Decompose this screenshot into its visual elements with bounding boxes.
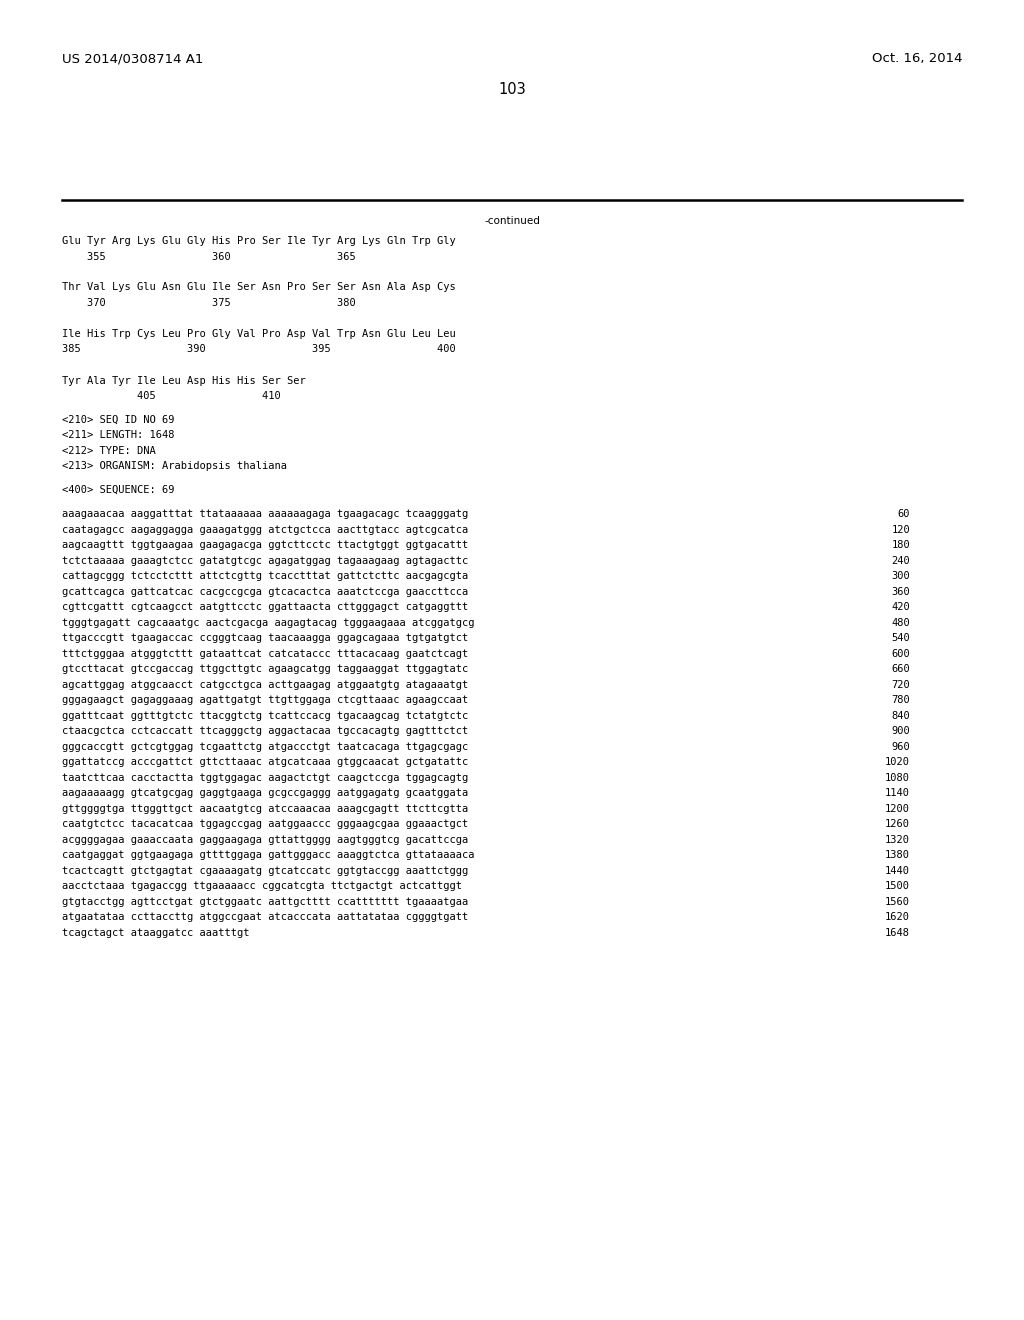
Text: aagcaagttt tggtgaagaa gaagagacga ggtcttcctc ttactgtggt ggtgacattt: aagcaagttt tggtgaagaa gaagagacga ggtcttc… <box>62 540 468 550</box>
Text: ctaacgctca cctcaccatt ttcagggctg aggactacaa tgccacagtg gagtttctct: ctaacgctca cctcaccatt ttcagggctg aggacta… <box>62 726 468 737</box>
Text: <400> SEQUENCE: 69: <400> SEQUENCE: 69 <box>62 484 174 495</box>
Text: gggcaccgtt gctcgtggag tcgaattctg atgaccctgt taatcacaga ttgagcgagc: gggcaccgtt gctcgtggag tcgaattctg atgaccc… <box>62 742 468 752</box>
Text: 1440: 1440 <box>885 866 910 875</box>
Text: 1200: 1200 <box>885 804 910 814</box>
Text: 1020: 1020 <box>885 758 910 767</box>
Text: 240: 240 <box>891 556 910 566</box>
Text: ttgacccgtt tgaagaccac ccgggtcaag taacaaagga ggagcagaaa tgtgatgtct: ttgacccgtt tgaagaccac ccgggtcaag taacaaa… <box>62 634 468 643</box>
Text: gtccttacat gtccgaccag ttggcttgtc agaagcatgg taggaaggat ttggagtatc: gtccttacat gtccgaccag ttggcttgtc agaagca… <box>62 664 468 675</box>
Text: Tyr Ala Tyr Ile Leu Asp His His Ser Ser: Tyr Ala Tyr Ile Leu Asp His His Ser Ser <box>62 375 306 385</box>
Text: 1648: 1648 <box>885 928 910 937</box>
Text: caatagagcc aagaggagga gaaagatggg atctgctcca aacttgtacc agtcgcatca: caatagagcc aagaggagga gaaagatggg atctgct… <box>62 525 468 535</box>
Text: 385                 390                 395                 400: 385 390 395 400 <box>62 345 456 355</box>
Text: acggggagaa gaaaccaata gaggaagaga gttattgggg aagtgggtcg gacattccga: acggggagaa gaaaccaata gaggaagaga gttattg… <box>62 834 468 845</box>
Text: 660: 660 <box>891 664 910 675</box>
Text: taatcttcaa cacctactta tggtggagac aagactctgt caagctccga tggagcagtg: taatcttcaa cacctactta tggtggagac aagactc… <box>62 772 468 783</box>
Text: Oct. 16, 2014: Oct. 16, 2014 <box>871 51 962 65</box>
Text: gtgtacctgg agttcctgat gtctggaatc aattgctttt ccattttttt tgaaaatgaa: gtgtacctgg agttcctgat gtctggaatc aattgct… <box>62 896 468 907</box>
Text: gttggggtga ttgggttgct aacaatgtcg atccaaacaa aaagcgagtt ttcttcgtta: gttggggtga ttgggttgct aacaatgtcg atccaaa… <box>62 804 468 814</box>
Text: 103: 103 <box>498 82 526 96</box>
Text: 1080: 1080 <box>885 772 910 783</box>
Text: 120: 120 <box>891 525 910 535</box>
Text: 355                 360                 365: 355 360 365 <box>62 252 355 261</box>
Text: 370                 375                 380: 370 375 380 <box>62 298 355 308</box>
Text: <211> LENGTH: 1648: <211> LENGTH: 1648 <box>62 430 174 440</box>
Text: gggagaagct gagaggaaag agattgatgt ttgttggaga ctcgttaaac agaagccaat: gggagaagct gagaggaaag agattgatgt ttgttgg… <box>62 696 468 705</box>
Text: 405                 410: 405 410 <box>62 391 281 401</box>
Text: <213> ORGANISM: Arabidopsis thaliana: <213> ORGANISM: Arabidopsis thaliana <box>62 461 287 471</box>
Text: 300: 300 <box>891 572 910 581</box>
Text: 780: 780 <box>891 696 910 705</box>
Text: 720: 720 <box>891 680 910 690</box>
Text: 360: 360 <box>891 587 910 597</box>
Text: 1620: 1620 <box>885 912 910 923</box>
Text: Ile His Trp Cys Leu Pro Gly Val Pro Asp Val Trp Asn Glu Leu Leu: Ile His Trp Cys Leu Pro Gly Val Pro Asp … <box>62 329 456 339</box>
Text: Thr Val Lys Glu Asn Glu Ile Ser Asn Pro Ser Ser Asn Ala Asp Cys: Thr Val Lys Glu Asn Glu Ile Ser Asn Pro … <box>62 282 456 293</box>
Text: 540: 540 <box>891 634 910 643</box>
Text: 1140: 1140 <box>885 788 910 799</box>
Text: caatgaggat ggtgaagaga gttttggaga gattgggacc aaaggtctca gttataaaaca: caatgaggat ggtgaagaga gttttggaga gattggg… <box>62 850 474 861</box>
Text: 840: 840 <box>891 710 910 721</box>
Text: -continued: -continued <box>484 216 540 226</box>
Text: 420: 420 <box>891 602 910 612</box>
Text: agcattggag atggcaacct catgcctgca acttgaagag atggaatgtg atagaaatgt: agcattggag atggcaacct catgcctgca acttgaa… <box>62 680 468 690</box>
Text: US 2014/0308714 A1: US 2014/0308714 A1 <box>62 51 204 65</box>
Text: aacctctaaa tgagaccgg ttgaaaaacc cggcatcgta ttctgactgt actcattggt: aacctctaaa tgagaccgg ttgaaaaacc cggcatcg… <box>62 882 462 891</box>
Text: atgaatataa ccttaccttg atggccgaat atcacccata aattatataa cggggtgatt: atgaatataa ccttaccttg atggccgaat atcaccc… <box>62 912 468 923</box>
Text: 1320: 1320 <box>885 834 910 845</box>
Text: Glu Tyr Arg Lys Glu Gly His Pro Ser Ile Tyr Arg Lys Gln Trp Gly: Glu Tyr Arg Lys Glu Gly His Pro Ser Ile … <box>62 236 456 246</box>
Text: ggatttcaat ggtttgtctc ttacggtctg tcattccacg tgacaagcag tctatgtctc: ggatttcaat ggtttgtctc ttacggtctg tcattcc… <box>62 710 468 721</box>
Text: <210> SEQ ID NO 69: <210> SEQ ID NO 69 <box>62 414 174 425</box>
Text: 1560: 1560 <box>885 896 910 907</box>
Text: tttctgggaa atgggtcttt gataattcat catcataccc tttacacaag gaatctcagt: tttctgggaa atgggtcttt gataattcat catcata… <box>62 649 468 659</box>
Text: 60: 60 <box>897 510 910 519</box>
Text: aaagaaacaa aaggatttat ttataaaaaa aaaaaagaga tgaagacagc tcaagggatg: aaagaaacaa aaggatttat ttataaaaaa aaaaaag… <box>62 510 468 519</box>
Text: 1380: 1380 <box>885 850 910 861</box>
Text: tgggtgagatt cagcaaatgc aactcgacga aagagtacag tgggaagaaa atcggatgcg: tgggtgagatt cagcaaatgc aactcgacga aagagt… <box>62 618 474 628</box>
Text: 900: 900 <box>891 726 910 737</box>
Text: 960: 960 <box>891 742 910 752</box>
Text: caatgtctcc tacacatcaa tggagccgag aatggaaccc gggaagcgaa ggaaactgct: caatgtctcc tacacatcaa tggagccgag aatggaa… <box>62 820 468 829</box>
Text: ggattatccg acccgattct gttcttaaac atgcatcaaa gtggcaacat gctgatattc: ggattatccg acccgattct gttcttaaac atgcatc… <box>62 758 468 767</box>
Text: cattagcggg tctcctcttt attctcgttg tcacctttat gattctcttc aacgagcgta: cattagcggg tctcctcttt attctcgttg tcacctt… <box>62 572 468 581</box>
Text: aagaaaaagg gtcatgcgag gaggtgaaga gcgccgaggg aatggagatg gcaatggata: aagaaaaagg gtcatgcgag gaggtgaaga gcgccga… <box>62 788 468 799</box>
Text: tcagctagct ataaggatcc aaatttgt: tcagctagct ataaggatcc aaatttgt <box>62 928 250 937</box>
Text: 180: 180 <box>891 540 910 550</box>
Text: <212> TYPE: DNA: <212> TYPE: DNA <box>62 446 156 455</box>
Text: gcattcagca gattcatcac cacgccgcga gtcacactca aaatctccga gaaccttcca: gcattcagca gattcatcac cacgccgcga gtcacac… <box>62 587 468 597</box>
Text: 1260: 1260 <box>885 820 910 829</box>
Text: 480: 480 <box>891 618 910 628</box>
Text: tctctaaaaa gaaagtctcc gatatgtcgc agagatggag tagaaagaag agtagacttc: tctctaaaaa gaaagtctcc gatatgtcgc agagatg… <box>62 556 468 566</box>
Text: cgttcgattt cgtcaagcct aatgttcctc ggattaacta cttgggagct catgaggttt: cgttcgattt cgtcaagcct aatgttcctc ggattaa… <box>62 602 468 612</box>
Text: tcactcagtt gtctgagtat cgaaaagatg gtcatccatc ggtgtaccgg aaattctggg: tcactcagtt gtctgagtat cgaaaagatg gtcatcc… <box>62 866 468 875</box>
Text: 600: 600 <box>891 649 910 659</box>
Text: 1500: 1500 <box>885 882 910 891</box>
